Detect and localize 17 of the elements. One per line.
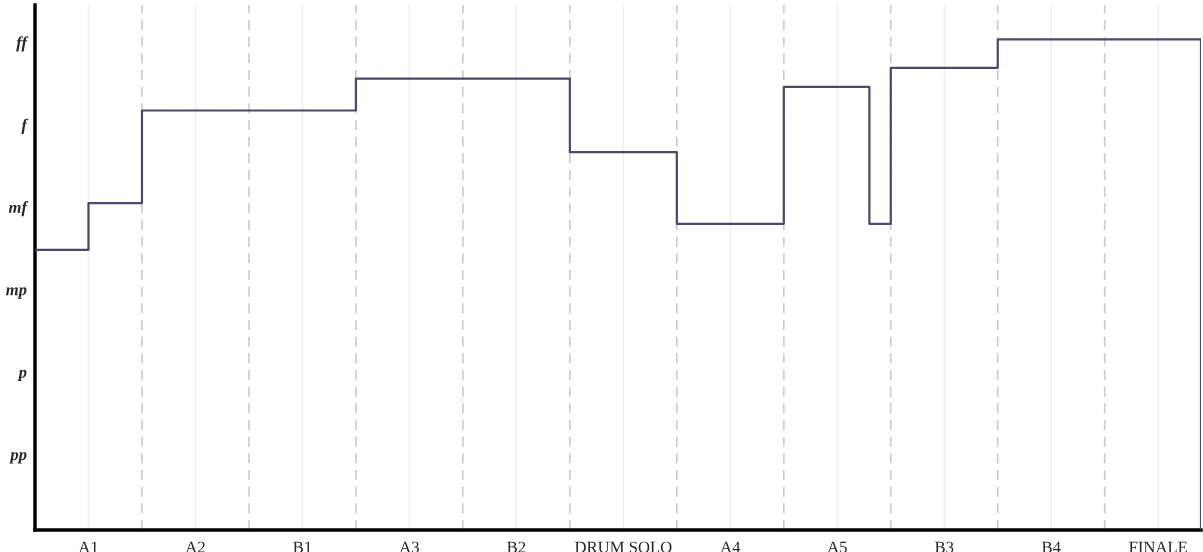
x-tick-label: A4 — [720, 541, 741, 552]
text: mf — [8, 201, 29, 217]
text: p — [17, 369, 27, 382]
x-tick-label: B3 — [935, 541, 954, 552]
text: f — [21, 118, 29, 134]
text: pp — [9, 452, 27, 464]
x-tick-label: B1 — [293, 541, 312, 552]
x-tick-label: FINALE — [1129, 541, 1188, 552]
x-tick-label: B2 — [507, 541, 526, 552]
x-tick-label: B4 — [1041, 541, 1061, 552]
text: mp — [6, 287, 27, 299]
x-tick-label: A5 — [827, 541, 847, 552]
x-tick-label: A3 — [399, 541, 419, 552]
x-tick-label: A2 — [185, 541, 205, 552]
text: ff — [16, 36, 29, 52]
x-tick-label: A1 — [78, 541, 98, 552]
x-tick-label: DRUM SOLO — [574, 541, 672, 552]
